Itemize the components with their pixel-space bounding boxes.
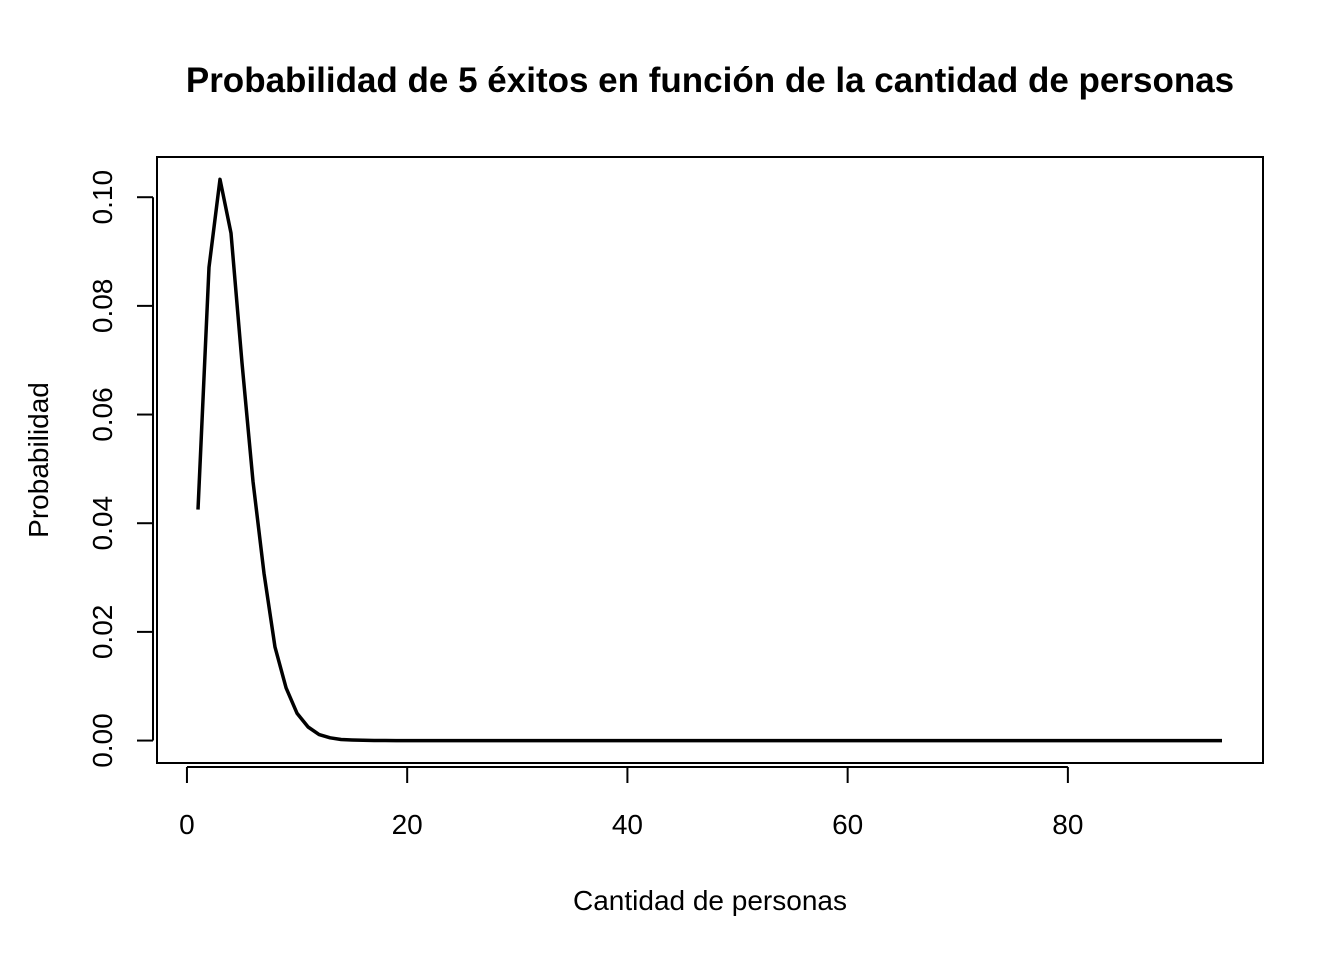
x-tick-label: 0	[179, 809, 195, 840]
x-axis-label: Cantidad de personas	[573, 885, 847, 916]
chart-title: Probabilidad de 5 éxitos en función de l…	[186, 61, 1234, 100]
y-tick-label: 0.08	[87, 279, 118, 334]
x-tick-label: 40	[612, 809, 643, 840]
plot-frame	[156, 156, 1264, 764]
series-layer	[196, 177, 1222, 743]
x-axis: 0 20 40 60 80	[179, 766, 1083, 840]
y-tick-label: 0.06	[87, 387, 118, 442]
x-tick-label: 20	[392, 809, 423, 840]
y-axis-label: Probabilidad	[23, 382, 54, 538]
y-axis: 0.00 0.02 0.04 0.06 0.08 0.10	[87, 170, 154, 768]
x-tick-label: 60	[832, 809, 863, 840]
y-tick-label: 0.02	[87, 605, 118, 660]
x-tick-label: 80	[1052, 809, 1083, 840]
y-tick-label: 0.10	[87, 170, 118, 225]
y-tick-label: 0.00	[87, 713, 118, 768]
y-tick-label: 0.04	[87, 496, 118, 551]
series-line	[196, 177, 1222, 743]
